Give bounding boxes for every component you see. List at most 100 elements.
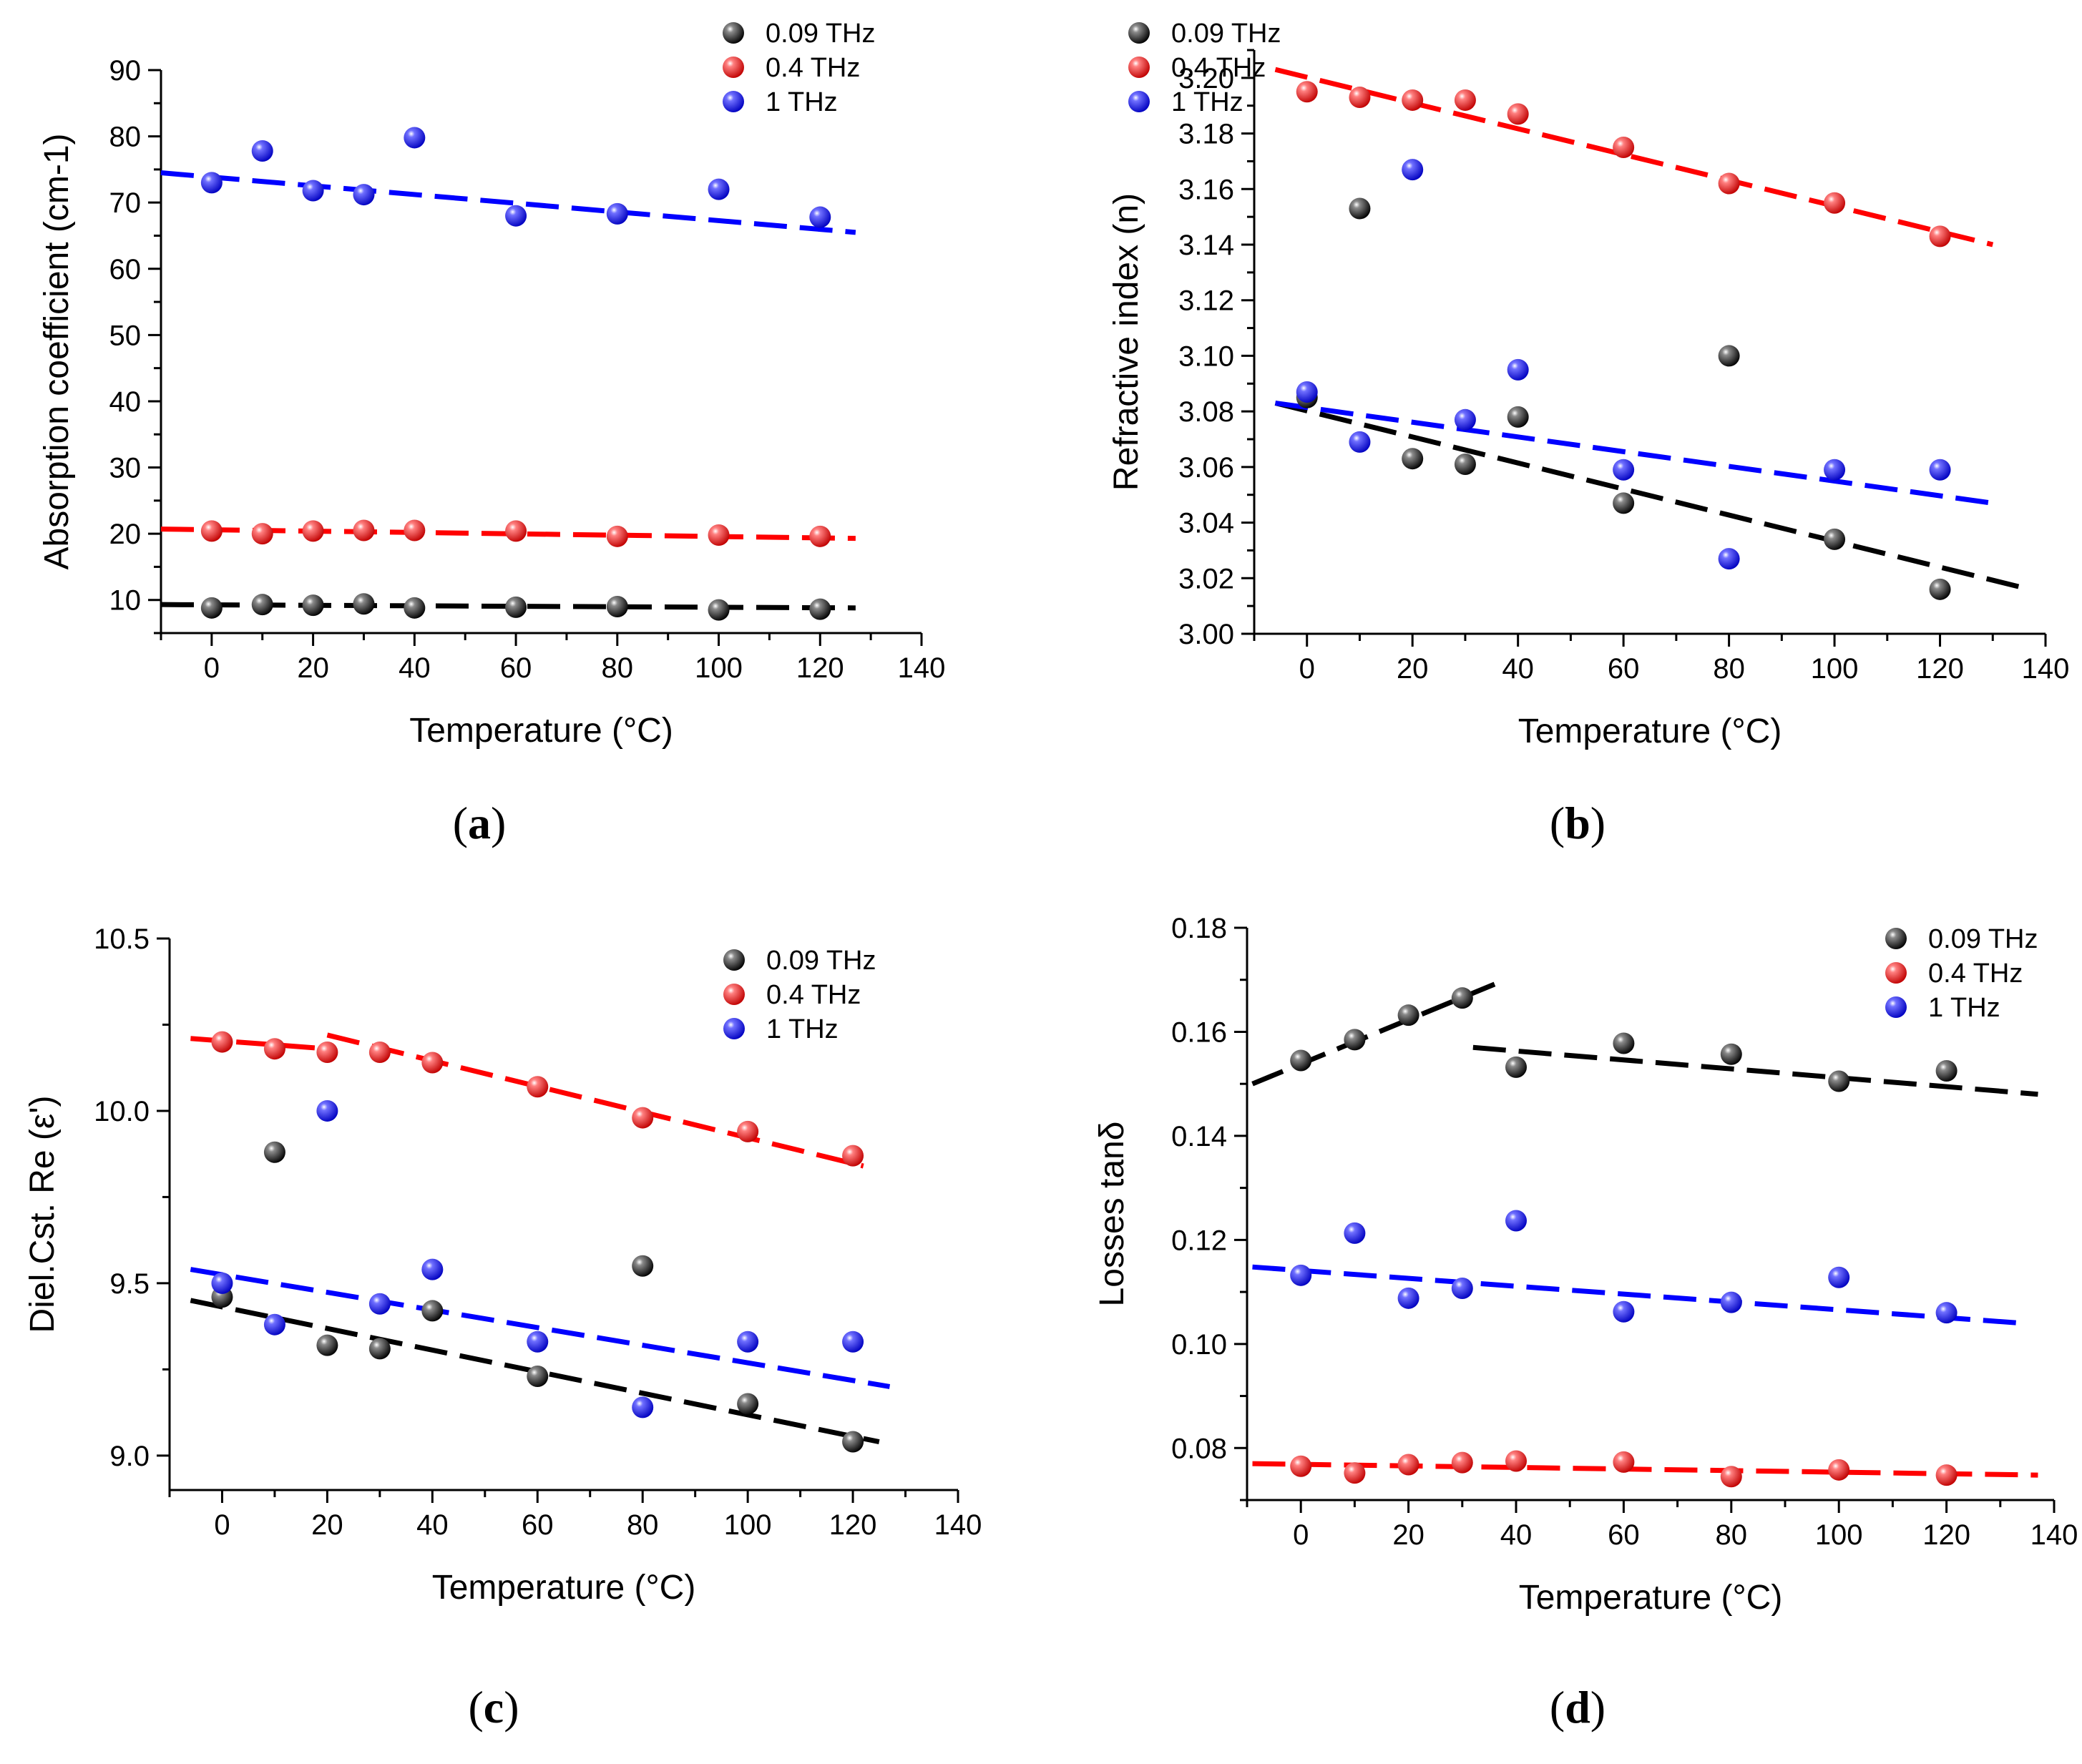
y-tick-label: 70 xyxy=(109,187,142,219)
data-point xyxy=(368,1042,391,1064)
data-point xyxy=(1505,1056,1527,1078)
y-tick-label: 3.02 xyxy=(1178,563,1234,594)
data-point xyxy=(368,1338,391,1360)
panel-label: (c) xyxy=(468,1682,519,1733)
data-point xyxy=(606,595,628,617)
fit-line xyxy=(1472,1044,2038,1097)
data-point xyxy=(1344,1029,1366,1051)
data-point xyxy=(1402,448,1424,470)
x-tick-label: 120 xyxy=(796,652,844,684)
data-point xyxy=(1451,1451,1473,1474)
x-tick-label: 140 xyxy=(898,652,946,684)
x-tick-label: 60 xyxy=(522,1509,554,1541)
data-point xyxy=(1290,1455,1312,1477)
chart-panel-d: 0 20 40 60 80 100 120 140 0.08 0.10 0.12 0.14 0.16 0.… xyxy=(1093,913,2078,1733)
data-point xyxy=(606,202,628,225)
x-tick-label: 100 xyxy=(1815,1519,1863,1551)
data-point xyxy=(1349,197,1371,220)
x-tick-label: 20 xyxy=(311,1509,343,1541)
y-tick-label: 90 xyxy=(109,55,142,87)
data-point xyxy=(1718,345,1740,367)
legend-marker xyxy=(1885,962,1907,984)
x-tick-label: 80 xyxy=(627,1509,659,1541)
data-point xyxy=(632,1255,654,1277)
x-tick-label: 40 xyxy=(1500,1519,1533,1551)
x-tick-label: 20 xyxy=(1392,1519,1424,1551)
y-tick-label: 3.08 xyxy=(1178,396,1234,428)
data-point xyxy=(1507,406,1529,428)
legend-label: 0.4 THz xyxy=(766,980,861,1010)
data-point xyxy=(1718,548,1740,570)
x-axis-label: Temperature (°C) xyxy=(1519,1579,1783,1617)
data-point xyxy=(1505,1450,1527,1472)
data-point xyxy=(1613,1451,1635,1473)
y-tick-label: 30 xyxy=(109,453,142,484)
y-axis-label: Losses tanδ xyxy=(1093,1122,1131,1307)
data-point xyxy=(1296,381,1318,403)
x-tick-label: 60 xyxy=(1608,1519,1640,1551)
data-point xyxy=(1397,1004,1419,1026)
x-tick-label: 140 xyxy=(934,1509,982,1541)
fit-line xyxy=(1274,67,1994,248)
data-point xyxy=(1296,81,1318,103)
x-tick-label: 80 xyxy=(1716,1519,1748,1551)
x-tick-label: 20 xyxy=(1397,653,1429,685)
data-point xyxy=(1828,1459,1850,1481)
data-point xyxy=(1402,159,1424,181)
legend-marker xyxy=(723,1018,745,1039)
y-tick-label: 20 xyxy=(109,519,142,550)
legend-label: 0.09 THz xyxy=(766,19,875,49)
panel-label: (d) xyxy=(1550,1682,1606,1733)
data-point xyxy=(1935,1302,1958,1324)
data-point xyxy=(421,1258,444,1280)
data-point xyxy=(632,1396,654,1418)
chart-panel-a: 0 20 40 60 80 100 120 140 10 20 30 40 50 60 70 80 90 Temp… xyxy=(38,19,945,848)
data-point xyxy=(809,525,831,547)
data-point xyxy=(251,523,273,545)
legend-label: 1 THz xyxy=(1171,87,1243,117)
x-tick-label: 60 xyxy=(500,652,532,684)
x-axis-label: Temperature (°C) xyxy=(409,712,673,750)
data-point xyxy=(421,1300,444,1322)
x-tick-label: 140 xyxy=(2022,653,2070,685)
legend-label: 0.4 THz xyxy=(1928,959,2023,989)
data-point xyxy=(1451,987,1473,1009)
data-point xyxy=(632,1107,654,1129)
legend-label: 0.09 THz xyxy=(766,946,876,976)
data-point xyxy=(842,1145,864,1167)
data-point xyxy=(316,1099,338,1122)
legend-label: 1 THz xyxy=(1928,993,2000,1023)
y-tick-label: 0.18 xyxy=(1171,913,1227,944)
data-point xyxy=(316,1334,338,1356)
data-point xyxy=(1935,1464,1958,1486)
legend-marker xyxy=(723,57,744,78)
y-tick-label: 3.18 xyxy=(1178,119,1234,150)
data-point xyxy=(708,524,730,546)
data-point xyxy=(353,519,375,542)
y-tick-label: 50 xyxy=(109,320,142,351)
data-point xyxy=(737,1120,759,1142)
y-tick-label: 9.5 xyxy=(109,1268,150,1300)
x-tick-label: 100 xyxy=(1811,653,1859,685)
x-tick-label: 40 xyxy=(416,1509,449,1541)
legend-label: 0.09 THz xyxy=(1171,19,1281,49)
data-point xyxy=(316,1042,338,1064)
legend-marker xyxy=(1885,996,1907,1018)
data-point xyxy=(404,127,426,149)
fit-line xyxy=(1274,401,2030,592)
y-tick-label: 40 xyxy=(109,386,142,418)
data-point xyxy=(211,1031,233,1053)
data-point xyxy=(1397,1454,1419,1476)
x-tick-label: 0 xyxy=(214,1509,230,1541)
data-point xyxy=(263,1141,285,1163)
x-tick-label: 20 xyxy=(297,652,329,684)
y-tick-label: 3.16 xyxy=(1178,174,1234,205)
data-point xyxy=(1613,492,1635,514)
data-point xyxy=(200,520,223,542)
y-tick-label: 10 xyxy=(109,585,142,617)
data-point xyxy=(1344,1462,1366,1484)
fit-line xyxy=(1275,401,1993,506)
data-point xyxy=(1929,578,1951,600)
y-tick-label: 3.14 xyxy=(1178,230,1234,261)
data-point xyxy=(842,1331,864,1353)
